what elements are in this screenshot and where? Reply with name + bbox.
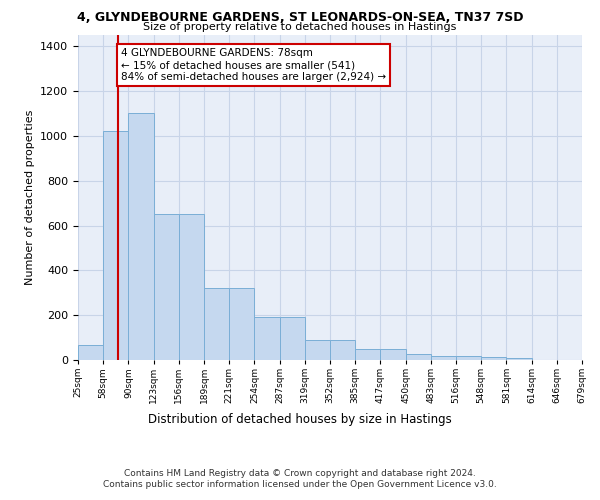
Y-axis label: Number of detached properties: Number of detached properties xyxy=(25,110,35,285)
Text: 4, GLYNDEBOURNE GARDENS, ST LEONARDS-ON-SEA, TN37 7SD: 4, GLYNDEBOURNE GARDENS, ST LEONARDS-ON-… xyxy=(77,11,523,24)
Bar xyxy=(355,349,380,360)
Bar xyxy=(78,346,103,360)
Text: Size of property relative to detached houses in Hastings: Size of property relative to detached ho… xyxy=(143,22,457,32)
Bar xyxy=(330,340,355,360)
Text: 4 GLYNDEBOURNE GARDENS: 78sqm
← 15% of detached houses are smaller (541)
84% of : 4 GLYNDEBOURNE GARDENS: 78sqm ← 15% of d… xyxy=(121,48,386,82)
Bar xyxy=(103,132,128,360)
Bar xyxy=(179,214,204,360)
Text: Distribution of detached houses by size in Hastings: Distribution of detached houses by size … xyxy=(148,412,452,426)
Bar xyxy=(506,358,532,360)
Bar xyxy=(380,349,406,360)
Bar xyxy=(280,318,305,360)
Bar xyxy=(431,356,456,360)
Bar xyxy=(128,114,154,360)
Bar xyxy=(406,354,431,360)
Bar xyxy=(154,214,179,360)
Bar xyxy=(204,288,229,360)
Text: Contains HM Land Registry data © Crown copyright and database right 2024.: Contains HM Land Registry data © Crown c… xyxy=(124,469,476,478)
Bar xyxy=(481,356,506,360)
Text: Contains public sector information licensed under the Open Government Licence v3: Contains public sector information licen… xyxy=(103,480,497,489)
Bar xyxy=(254,318,280,360)
Bar xyxy=(305,340,330,360)
Bar xyxy=(229,288,254,360)
Bar xyxy=(456,356,481,360)
